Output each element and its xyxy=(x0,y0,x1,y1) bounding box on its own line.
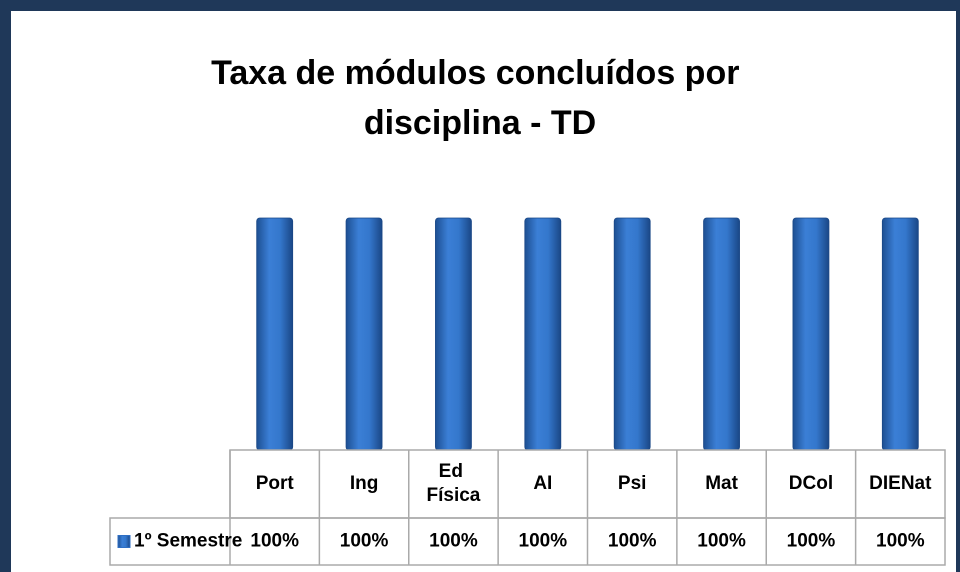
legend-label: 1º Semestre xyxy=(134,531,242,552)
data-label: 100% xyxy=(250,531,299,552)
x-tick-label: DCol xyxy=(789,473,833,494)
data-label: 100% xyxy=(876,531,925,552)
x-tick-label: Ed Física xyxy=(427,461,481,506)
bar xyxy=(256,217,294,451)
data-label: 100% xyxy=(608,531,657,552)
data-label: 100% xyxy=(519,531,568,552)
x-tick-label: Psi xyxy=(618,473,647,494)
bar xyxy=(613,217,651,451)
x-tick-label: Port xyxy=(256,473,295,494)
data-label: 100% xyxy=(429,531,478,552)
bar xyxy=(881,217,919,451)
chart-title: Taxa de módulos concluídos por disciplin… xyxy=(211,54,749,142)
table-cell xyxy=(109,517,946,566)
x-tick-label: DIENat xyxy=(869,473,932,494)
data-label: 100% xyxy=(787,531,836,552)
bar xyxy=(345,217,383,451)
legend-key xyxy=(117,535,131,548)
x-tick-label: Ing xyxy=(350,473,379,494)
x-tick-label: Mat xyxy=(705,473,738,494)
bar xyxy=(435,217,472,451)
bar xyxy=(792,217,830,451)
x-tick-label: AI xyxy=(533,473,552,494)
data-label: 100% xyxy=(340,531,389,552)
data-label: 100% xyxy=(697,531,746,552)
bar xyxy=(524,217,562,451)
bar xyxy=(703,217,740,451)
